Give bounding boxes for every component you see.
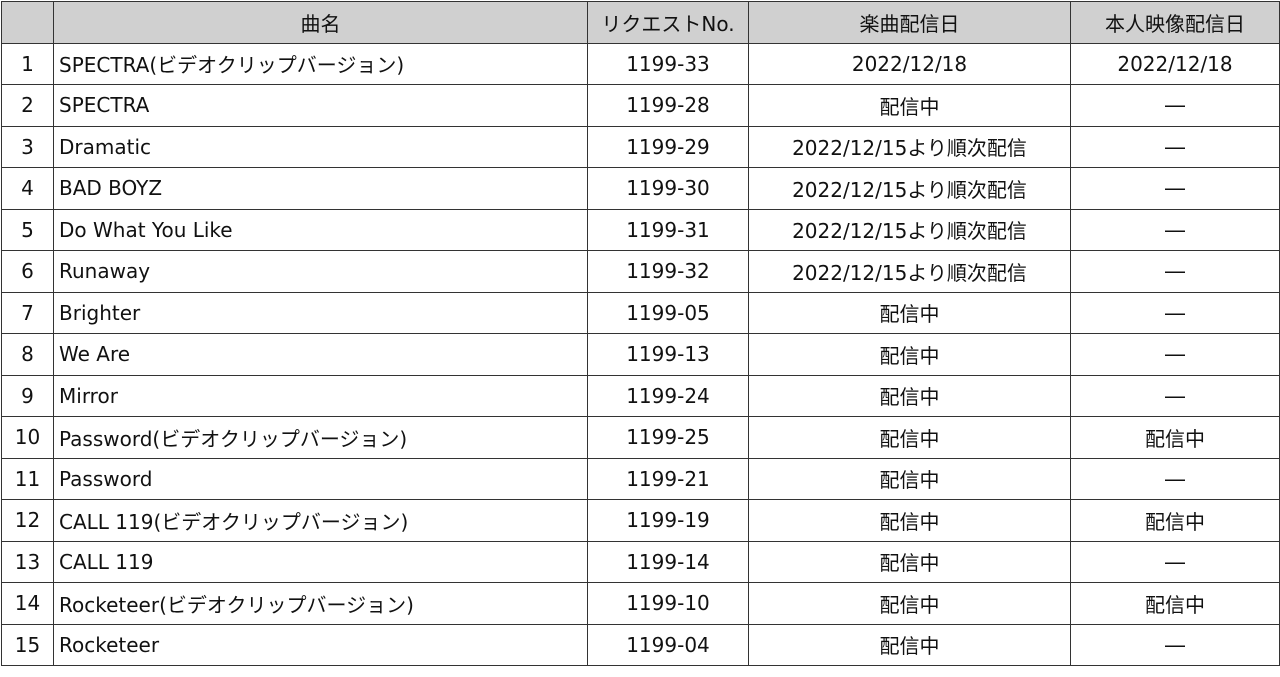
header-video-date: 本人映像配信日	[1070, 1, 1280, 44]
song-title: SPECTRA(ビデオクリップバージョン)	[53, 42, 588, 85]
row-index: 8	[1, 333, 54, 376]
request-no: 1199-31	[587, 208, 749, 251]
table-row: 14 Rocketeer(ビデオクリップバージョン) 1199-10 配信中 配信中	[1, 582, 1280, 625]
song-title: Mirror	[53, 374, 588, 417]
row-index: 15	[1, 623, 54, 666]
song-title: CALL 119(ビデオクリップバージョン)	[53, 499, 588, 542]
song-title: Dramatic	[53, 125, 588, 168]
header-row: 曲名 リクエストNo. 楽曲配信日 本人映像配信日	[1, 1, 1280, 44]
song-date: 配信中	[748, 416, 1071, 459]
song-date: 配信中	[748, 623, 1071, 666]
video-date: ―	[1070, 167, 1280, 210]
row-index: 5	[1, 208, 54, 251]
song-title: CALL 119	[53, 540, 588, 583]
table-row: 10 Password(ビデオクリップバージョン) 1199-25 配信中 配信中	[1, 416, 1280, 459]
request-no: 1199-25	[587, 416, 749, 459]
song-date: 配信中	[748, 374, 1071, 417]
song-title: Do What You Like	[53, 208, 588, 251]
header-song-date: 楽曲配信日	[748, 1, 1071, 44]
row-index: 11	[1, 457, 54, 500]
video-date: ―	[1070, 333, 1280, 376]
row-index: 1	[1, 42, 54, 85]
request-no: 1199-32	[587, 250, 749, 293]
song-date: 配信中	[748, 499, 1071, 542]
table-row: 1 SPECTRA(ビデオクリップバージョン) 1199-33 2022/12/18 2…	[1, 42, 1280, 85]
song-date: 2022/12/15より順次配信	[748, 250, 1071, 293]
video-date: 2022/12/18	[1070, 42, 1280, 85]
request-no: 1199-10	[587, 582, 749, 625]
request-no: 1199-14	[587, 540, 749, 583]
table-row: 11 Password 1199-21 配信中 ―	[1, 457, 1280, 500]
table-row: 6 Runaway 1199-32 2022/12/15より順次配信 ―	[1, 250, 1280, 293]
song-title: Password	[53, 457, 588, 500]
song-title: BAD BOYZ	[53, 167, 588, 210]
song-title: Rocketeer	[53, 623, 588, 666]
video-date: ―	[1070, 623, 1280, 666]
song-date: 2022/12/15より順次配信	[748, 167, 1071, 210]
video-date: ―	[1070, 374, 1280, 417]
song-date: 2022/12/15より順次配信	[748, 208, 1071, 251]
table-row: 5 Do What You Like 1199-31 2022/12/15より順次配信…	[1, 208, 1280, 251]
video-date: ―	[1070, 125, 1280, 168]
header-request-no: リクエストNo.	[587, 1, 749, 44]
request-no: 1199-24	[587, 374, 749, 417]
row-index: 2	[1, 84, 54, 127]
table-row: 2 SPECTRA 1199-28 配信中 ―	[1, 84, 1280, 127]
video-date: ―	[1070, 208, 1280, 251]
song-title: Password(ビデオクリップバージョン)	[53, 416, 588, 459]
header-index	[1, 1, 54, 44]
request-no: 1199-05	[587, 291, 749, 334]
row-index: 7	[1, 291, 54, 334]
song-title: Rocketeer(ビデオクリップバージョン)	[53, 582, 588, 625]
table-row: 3 Dramatic 1199-29 2022/12/15より順次配信 ―	[1, 125, 1280, 168]
song-date: 配信中	[748, 84, 1071, 127]
song-title: We Are	[53, 333, 588, 376]
table-row: 9 Mirror 1199-24 配信中 ―	[1, 374, 1280, 417]
request-no: 1199-28	[587, 84, 749, 127]
request-no: 1199-21	[587, 457, 749, 500]
request-no: 1199-19	[587, 499, 749, 542]
row-index: 12	[1, 499, 54, 542]
song-date: 2022/12/15より順次配信	[748, 125, 1071, 168]
row-index: 13	[1, 540, 54, 583]
request-no: 1199-04	[587, 623, 749, 666]
song-date: 配信中	[748, 540, 1071, 583]
table-row: 12 CALL 119(ビデオクリップバージョン) 1199-19 配信中 配信中	[1, 499, 1280, 542]
request-no: 1199-13	[587, 333, 749, 376]
row-index: 14	[1, 582, 54, 625]
table-row: 7 Brighter 1199-05 配信中 ―	[1, 291, 1280, 334]
row-index: 10	[1, 416, 54, 459]
header-title: 曲名	[53, 1, 588, 44]
song-date: 配信中	[748, 582, 1071, 625]
table-row: 8 We Are 1199-13 配信中 ―	[1, 333, 1280, 376]
table-row: 15 Rocketeer 1199-04 配信中 ―	[1, 623, 1280, 666]
song-date: 2022/12/18	[748, 42, 1071, 85]
table-row: 13 CALL 119 1199-14 配信中 ―	[1, 540, 1280, 583]
row-index: 6	[1, 250, 54, 293]
song-title: Runaway	[53, 250, 588, 293]
video-date: 配信中	[1070, 582, 1280, 625]
request-no: 1199-30	[587, 167, 749, 210]
video-date: ―	[1070, 84, 1280, 127]
table-row: 4 BAD BOYZ 1199-30 2022/12/15より順次配信 ―	[1, 167, 1280, 210]
request-no: 1199-29	[587, 125, 749, 168]
row-index: 4	[1, 167, 54, 210]
video-date: 配信中	[1070, 416, 1280, 459]
video-date: ―	[1070, 540, 1280, 583]
request-no: 1199-33	[587, 42, 749, 85]
song-title: SPECTRA	[53, 84, 588, 127]
video-date: 配信中	[1070, 499, 1280, 542]
video-date: ―	[1070, 250, 1280, 293]
song-date: 配信中	[748, 457, 1071, 500]
row-index: 9	[1, 374, 54, 417]
song-title: Brighter	[53, 291, 588, 334]
video-date: ―	[1070, 291, 1280, 334]
video-date: ―	[1070, 457, 1280, 500]
song-date: 配信中	[748, 291, 1071, 334]
song-date: 配信中	[748, 333, 1071, 376]
row-index: 3	[1, 125, 54, 168]
